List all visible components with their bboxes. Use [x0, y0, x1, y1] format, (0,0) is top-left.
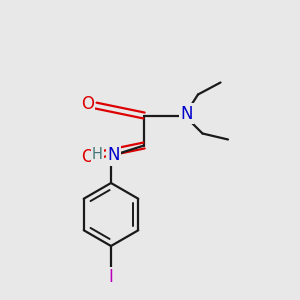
Text: H: H	[92, 147, 103, 162]
Text: O: O	[81, 95, 94, 113]
Text: N: N	[181, 105, 193, 123]
Text: N: N	[107, 146, 120, 164]
Text: I: I	[109, 268, 113, 286]
Text: O: O	[81, 148, 94, 166]
